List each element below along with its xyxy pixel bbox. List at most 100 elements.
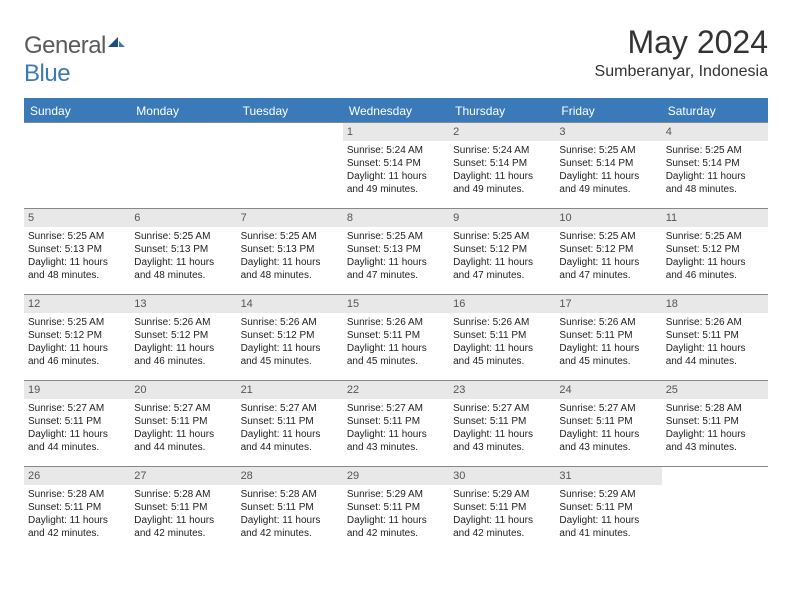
sunset-line: Sunset: 5:13 PM <box>134 243 232 256</box>
calendar-day: 23Sunrise: 5:27 AMSunset: 5:11 PMDayligh… <box>449 381 555 467</box>
daylight-line: and 44 minutes. <box>28 441 126 454</box>
daylight-line: and 43 minutes. <box>559 441 657 454</box>
calendar-day: 20Sunrise: 5:27 AMSunset: 5:11 PMDayligh… <box>130 381 236 467</box>
sunset-line: Sunset: 5:11 PM <box>28 501 126 514</box>
sunrise-line: Sunrise: 5:25 AM <box>241 230 339 243</box>
daylight-line: Daylight: 11 hours <box>28 428 126 441</box>
daylight-line: Daylight: 11 hours <box>559 514 657 527</box>
sunrise-line: Sunrise: 5:26 AM <box>559 316 657 329</box>
daylight-line: and 43 minutes. <box>453 441 551 454</box>
sunset-line: Sunset: 5:11 PM <box>453 501 551 514</box>
day-header: Wednesday <box>343 99 449 123</box>
daylight-line: Daylight: 11 hours <box>666 428 764 441</box>
day-header: Saturday <box>662 99 768 123</box>
day-number: 11 <box>662 209 768 227</box>
day-number: 8 <box>343 209 449 227</box>
daylight-line: and 43 minutes. <box>347 441 445 454</box>
daylight-line: Daylight: 11 hours <box>28 514 126 527</box>
calendar-day: 25 Sunrise: 5:28 AMSunset: 5:11 PMDayligh… <box>662 381 768 467</box>
daylight-line: Daylight: 11 hours <box>453 428 551 441</box>
calendar-day: 5Sunrise: 5:25 AMSunset: 5:13 PMDaylight… <box>24 209 130 295</box>
calendar-day: 31Sunrise: 5:29 AMSunset: 5:11 PMDayligh… <box>555 467 661 553</box>
daylight-line: and 49 minutes. <box>347 183 445 196</box>
sunrise-line: Sunrise: 5:28 AM <box>666 402 764 415</box>
daylight-line: and 45 minutes. <box>241 355 339 368</box>
day-header: Sunday <box>24 99 130 123</box>
sunrise-line: Sunrise: 5:24 AM <box>453 144 551 157</box>
day-number: 17 <box>555 295 661 313</box>
day-header: Tuesday <box>237 99 343 123</box>
daylight-line: and 42 minutes. <box>28 527 126 540</box>
sunset-line: Sunset: 5:14 PM <box>453 157 551 170</box>
sunrise-line: Sunrise: 5:25 AM <box>453 230 551 243</box>
calendar-table: SundayMondayTuesdayWednesdayThursdayFrid… <box>24 98 768 553</box>
daylight-line: Daylight: 11 hours <box>347 428 445 441</box>
calendar-day: 26Sunrise: 5:28 AMSunset: 5:11 PMDayligh… <box>24 467 130 553</box>
calendar-day: 2Sunrise: 5:24 AMSunset: 5:14 PMDaylight… <box>449 123 555 209</box>
sunrise-line: Sunrise: 5:25 AM <box>347 230 445 243</box>
sunset-line: Sunset: 5:12 PM <box>134 329 232 342</box>
sunrise-line: Sunrise: 5:25 AM <box>559 144 657 157</box>
sunset-line: Sunset: 5:13 PM <box>241 243 339 256</box>
daylight-line: Daylight: 11 hours <box>347 342 445 355</box>
calendar-day: 6Sunrise: 5:25 AMSunset: 5:13 PMDaylight… <box>130 209 236 295</box>
calendar-week: 12Sunrise: 5:25 AMSunset: 5:12 PMDayligh… <box>24 295 768 381</box>
daylight-line: Daylight: 11 hours <box>453 170 551 183</box>
sunset-line: Sunset: 5:11 PM <box>559 415 657 428</box>
sunrise-line: Sunrise: 5:25 AM <box>666 230 764 243</box>
month-title: May 2024 <box>595 24 768 61</box>
title-block: May 2024 Sumberanyar, Indonesia <box>595 24 768 81</box>
calendar-day: 27Sunrise: 5:28 AMSunset: 5:11 PMDayligh… <box>130 467 236 553</box>
daylight-line: Daylight: 11 hours <box>666 170 764 183</box>
sunrise-line: Sunrise: 5:27 AM <box>134 402 232 415</box>
day-number: 21 <box>237 381 343 399</box>
daylight-line: and 47 minutes. <box>559 269 657 282</box>
calendar-day-empty <box>237 123 343 209</box>
sunrise-line: Sunrise: 5:28 AM <box>134 488 232 501</box>
day-header: Friday <box>555 99 661 123</box>
sunset-line: Sunset: 5:11 PM <box>453 415 551 428</box>
day-number: 22 <box>343 381 449 399</box>
daylight-line: and 42 minutes. <box>134 527 232 540</box>
day-number: 13 <box>130 295 236 313</box>
daylight-line: Daylight: 11 hours <box>347 170 445 183</box>
calendar-day-empty <box>24 123 130 209</box>
day-number: 3 <box>555 123 661 141</box>
logo: GeneralBlue <box>24 24 126 88</box>
day-number: 10 <box>555 209 661 227</box>
sunrise-line: Sunrise: 5:27 AM <box>347 402 445 415</box>
calendar-day: 14Sunrise: 5:26 AMSunset: 5:12 PMDayligh… <box>237 295 343 381</box>
day-number: 30 <box>449 467 555 485</box>
day-number: 1 <box>343 123 449 141</box>
calendar-day: 21Sunrise: 5:27 AMSunset: 5:11 PMDayligh… <box>237 381 343 467</box>
logo-text: GeneralBlue <box>24 32 126 88</box>
daylight-line: and 48 minutes. <box>241 269 339 282</box>
sunset-line: Sunset: 5:11 PM <box>28 415 126 428</box>
day-number: 27 <box>130 467 236 485</box>
sunset-line: Sunset: 5:12 PM <box>666 243 764 256</box>
calendar-day: 11Sunrise: 5:25 AMSunset: 5:12 PMDayligh… <box>662 209 768 295</box>
sunrise-line: Sunrise: 5:27 AM <box>453 402 551 415</box>
daylight-line: and 43 minutes. <box>666 441 764 454</box>
day-number: 25 <box>662 381 768 399</box>
sunrise-line: Sunrise: 5:29 AM <box>347 488 445 501</box>
daylight-line: and 48 minutes. <box>666 183 764 196</box>
sunset-line: Sunset: 5:13 PM <box>28 243 126 256</box>
sunset-line: Sunset: 5:11 PM <box>666 415 764 428</box>
daylight-line: and 48 minutes. <box>134 269 232 282</box>
day-number: 20 <box>130 381 236 399</box>
calendar-day: 16Sunrise: 5:26 AMSunset: 5:11 PMDayligh… <box>449 295 555 381</box>
day-number: 31 <box>555 467 661 485</box>
sunrise-line: Sunrise: 5:27 AM <box>28 402 126 415</box>
calendar-week: 1Sunrise: 5:24 AMSunset: 5:14 PMDaylight… <box>24 123 768 209</box>
daylight-line: and 47 minutes. <box>453 269 551 282</box>
calendar-day: 15Sunrise: 5:26 AMSunset: 5:11 PMDayligh… <box>343 295 449 381</box>
daylight-line: and 49 minutes. <box>453 183 551 196</box>
daylight-line: and 42 minutes. <box>453 527 551 540</box>
logo-word-2: Blue <box>24 60 70 87</box>
calendar-day-empty <box>130 123 236 209</box>
daylight-line: Daylight: 11 hours <box>134 342 232 355</box>
calendar-day: 30Sunrise: 5:29 AMSunset: 5:11 PMDayligh… <box>449 467 555 553</box>
calendar-body: 1Sunrise: 5:24 AMSunset: 5:14 PMDaylight… <box>24 123 768 553</box>
calendar-day: 10Sunrise: 5:25 AMSunset: 5:12 PMDayligh… <box>555 209 661 295</box>
